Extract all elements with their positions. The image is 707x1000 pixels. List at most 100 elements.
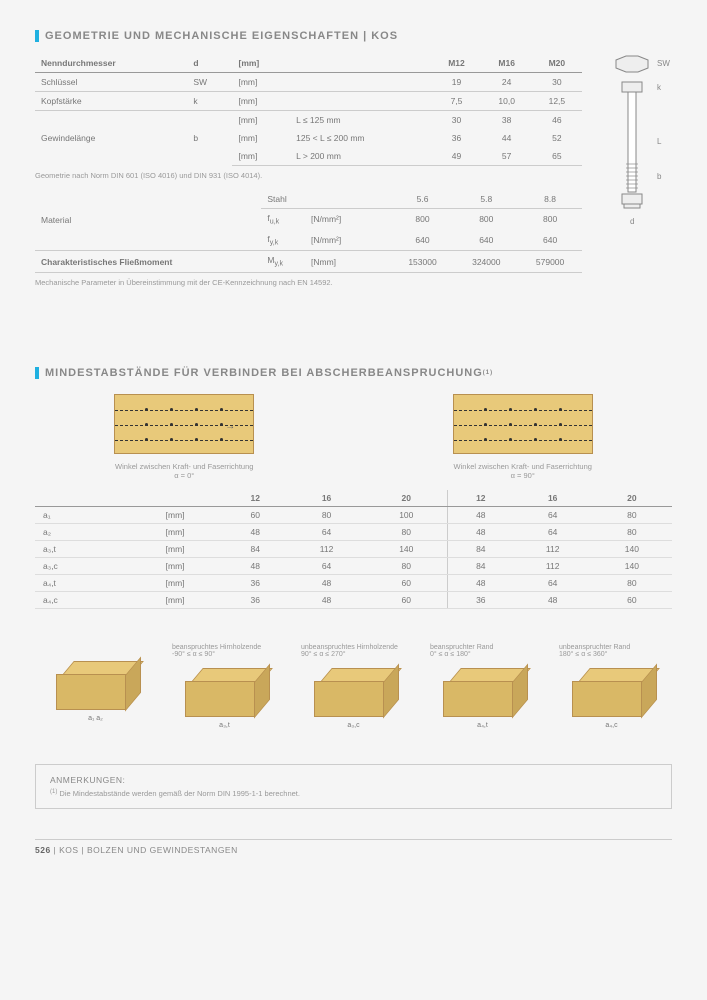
fyk-0: 640	[391, 230, 455, 251]
bolt-l-label: L	[657, 137, 662, 146]
size-m20: M20	[532, 54, 582, 73]
cell: 80	[366, 524, 448, 541]
cell: 64	[514, 524, 592, 541]
schl-v2: 30	[532, 73, 582, 92]
iso-block	[314, 668, 394, 718]
gew2-v1: 44	[482, 129, 532, 147]
fyk-unit: [N/mm²]	[305, 230, 372, 251]
cell: 60	[366, 575, 448, 592]
gew-u1: [mm]	[232, 111, 290, 130]
cell: 64	[288, 558, 366, 575]
section1-title-text: GEOMETRIE UND MECHANISCHE EIGENSCHAFTEN …	[45, 30, 398, 42]
section2-sup: (1)	[483, 370, 493, 376]
stahl-label: Stahl	[261, 190, 371, 209]
cell: 140	[592, 558, 672, 575]
kopf-v1: 10,0	[482, 92, 532, 111]
cr2: 20	[592, 490, 672, 507]
cell: 80	[592, 575, 672, 592]
cell: 36	[223, 575, 288, 592]
cell: 48	[223, 558, 288, 575]
cell: 112	[514, 541, 592, 558]
cell: 48	[447, 507, 513, 524]
kopf-v0: 7,5	[431, 92, 481, 111]
fuk-sym: fu,k	[261, 209, 305, 230]
cell: 140	[366, 541, 448, 558]
bolt-d-label: d	[630, 217, 634, 226]
cell: 60	[223, 507, 288, 524]
bd-title: beanspruchter Rand0° ≤ α ≤ 180°	[430, 644, 543, 658]
cell: 64	[514, 575, 592, 592]
bottom-diagram: beanspruchtes Hirnholzende-90° ≤ α ≤ 90°…	[164, 644, 285, 729]
fuk-2: 800	[518, 209, 582, 230]
bd-title: beanspruchtes Hirnholzende-90° ≤ α ≤ 90°	[172, 644, 285, 658]
bd-title: unbeanspruchtes Hirnholzende90° ≤ α ≤ 27…	[301, 644, 414, 658]
fyk-1: 640	[454, 230, 518, 251]
bolt-k-label: k	[657, 83, 662, 92]
cell: 48	[288, 592, 366, 609]
row-unit: [mm]	[127, 558, 223, 575]
cell: 84	[447, 541, 513, 558]
bd-title	[43, 644, 156, 651]
bd-label: a₃,t	[164, 722, 285, 729]
gew-label: Gewindelänge	[35, 111, 187, 166]
cfm-sym: My,k	[261, 251, 305, 273]
gew3-v1: 57	[482, 147, 532, 166]
section2-title: MINDESTABSTÄNDE FÜR VERBINDER BEI ABSCHE…	[35, 367, 672, 379]
geometry-table-wrap: Nenndurchmesser d [mm] M12 M16 M20 Schlü…	[35, 54, 582, 287]
cfm-2: 579000	[518, 251, 582, 273]
footnote-title: ANMERKUNGEN:	[50, 775, 657, 785]
cl2: 20	[366, 490, 448, 507]
gew1-v0: 30	[431, 111, 481, 130]
cfm-0: 153000	[391, 251, 455, 273]
cr1: 16	[514, 490, 592, 507]
footer-code: KOS	[59, 845, 78, 855]
fuk-1: 800	[454, 209, 518, 230]
cell: 84	[223, 541, 288, 558]
fyk-sym: fy,k	[261, 230, 305, 251]
sep1: |	[51, 845, 59, 855]
schl-v1: 24	[482, 73, 532, 92]
schl-sym: SW	[187, 73, 232, 92]
row-unit: [mm]	[127, 592, 223, 609]
row-unit: [mm]	[127, 541, 223, 558]
cell: 48	[514, 592, 592, 609]
footnote-body: (1) Die Mindestabstände werden gemäß der…	[50, 789, 657, 798]
gew-sym: b	[187, 111, 232, 166]
bolt-sw-label: SW	[657, 59, 670, 68]
bolt-diagram: SW k L b d	[602, 54, 672, 287]
kopf-sym: k	[187, 92, 232, 111]
material-table: Material Stahl 5.6 5.8 8.8 fu,k [N/mm²] …	[35, 190, 582, 273]
section2: MINDESTABSTÄNDE FÜR VERBINDER BEI ABSCHE…	[35, 367, 672, 809]
cfm-unit: [Nmm]	[305, 251, 372, 273]
gew-c2: 125 < L ≤ 200 mm	[290, 129, 431, 147]
iso-block	[185, 668, 265, 718]
bd-label: a₄,t	[422, 722, 543, 729]
row-label: a₂	[35, 524, 127, 541]
gew2-v2: 52	[532, 129, 582, 147]
gew3-v0: 49	[431, 147, 481, 166]
cfm-label: Charakteristisches Fließmoment	[35, 251, 261, 273]
cell: 80	[592, 524, 672, 541]
schl-v0: 19	[431, 73, 481, 92]
bottom-diagrams: a₁ a₂beanspruchtes Hirnholzende-90° ≤ α …	[35, 644, 672, 729]
note1: Geometrie nach Norm DIN 601 (ISO 4016) u…	[35, 171, 582, 180]
cell: 84	[447, 558, 513, 575]
note2: Mechanische Parameter in Übereinstimmung…	[35, 278, 582, 287]
row-label: a₃,c	[35, 558, 127, 575]
cell: 112	[514, 558, 592, 575]
diag-right: Winkel zwischen Kraft- und Faserrichtung…	[453, 394, 593, 480]
cell: 100	[366, 507, 448, 524]
section1-area: Nenndurchmesser d [mm] M12 M16 M20 Schlü…	[35, 54, 672, 287]
nenn-unit: [mm]	[232, 54, 290, 73]
gew1-v1: 38	[482, 111, 532, 130]
size-m16: M16	[482, 54, 532, 73]
iso-block	[572, 668, 652, 718]
cell: 60	[366, 592, 448, 609]
page-footer: 526 | KOS | BOLZEN UND GEWINDESTANGEN	[35, 839, 672, 855]
row-unit: [mm]	[127, 507, 223, 524]
bolt-b-label: b	[657, 172, 662, 181]
cell: 140	[592, 541, 672, 558]
class-1: 5.8	[454, 190, 518, 209]
fyk-2: 640	[518, 230, 582, 251]
geometry-table: Nenndurchmesser d [mm] M12 M16 M20 Schlü…	[35, 54, 582, 166]
